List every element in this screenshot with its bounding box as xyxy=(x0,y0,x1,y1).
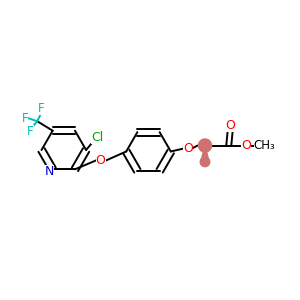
Text: Cl: Cl xyxy=(91,131,103,144)
Text: O: O xyxy=(225,119,235,132)
Text: O: O xyxy=(183,142,193,155)
Text: O: O xyxy=(96,154,106,167)
Text: F: F xyxy=(27,125,34,138)
Text: O: O xyxy=(241,139,251,152)
Circle shape xyxy=(200,157,210,167)
Text: N: N xyxy=(44,165,54,178)
Text: F: F xyxy=(38,102,45,115)
Polygon shape xyxy=(201,146,209,162)
Text: CH₃: CH₃ xyxy=(254,139,275,152)
Text: F: F xyxy=(21,112,28,125)
Circle shape xyxy=(198,139,212,152)
